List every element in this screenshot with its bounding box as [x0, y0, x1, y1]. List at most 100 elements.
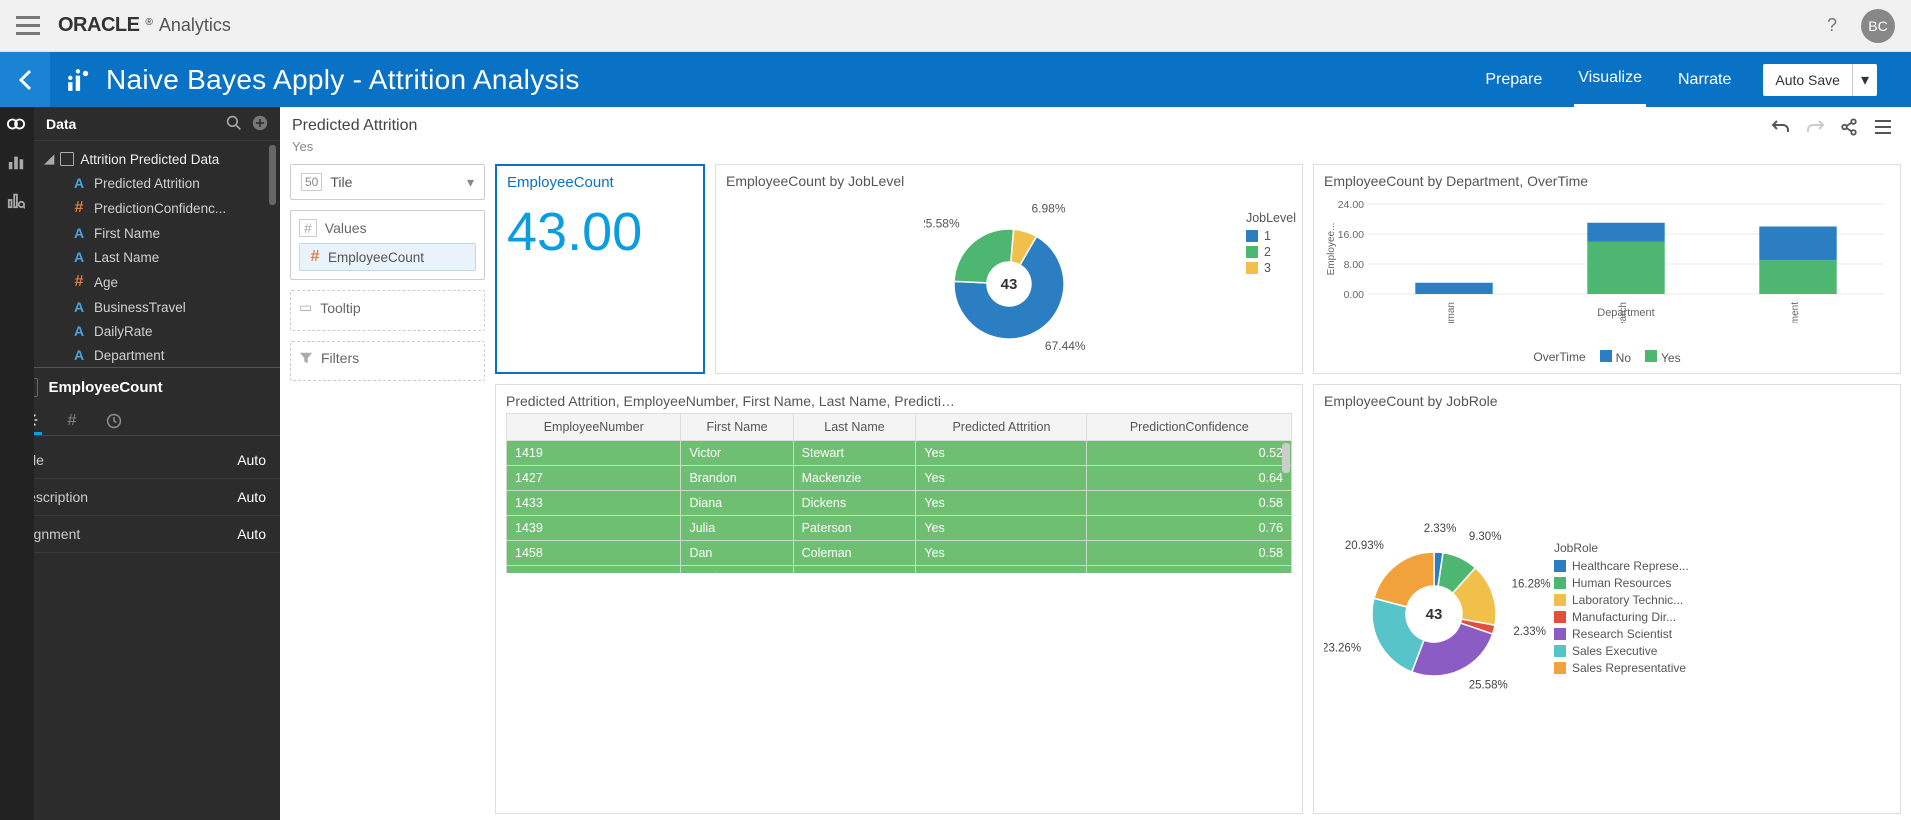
- workbook-icon: [66, 67, 92, 93]
- viz-type-icon: 50: [301, 173, 322, 191]
- legend-item: Research Scientist: [1554, 627, 1689, 641]
- menu-icon[interactable]: [16, 16, 40, 36]
- field-item[interactable]: ABusinessTravel: [44, 295, 280, 319]
- property-row[interactable]: TitleAuto: [10, 442, 280, 479]
- viz-donut-joblevel[interactable]: EmployeeCount by JobLevel 4367.44%25.58%…: [715, 164, 1303, 374]
- left-panel: Data ◢ Attrition Predicted Data APredict…: [0, 107, 280, 820]
- svg-text:Department: Department: [1597, 307, 1654, 319]
- field-item[interactable]: APredicted Attrition: [44, 171, 280, 195]
- table-row[interactable]: 1427BrandonMackenzieYes0.64: [507, 466, 1292, 491]
- table-row[interactable]: 1419VictorStewartYes0.52: [507, 441, 1292, 466]
- donut-jobrole-chart: 432.33%9.30%16.28%2.33%25.58%23.26%20.93…: [1324, 514, 1554, 704]
- dataset-label: Attrition Predicted Data: [80, 152, 219, 167]
- svg-text:16.00: 16.00: [1338, 229, 1364, 241]
- field-type-icon: #: [72, 199, 86, 217]
- dataset-icon: [60, 152, 74, 166]
- tree-scrollbar[interactable]: [269, 145, 276, 205]
- autosave-button[interactable]: Auto Save ▾: [1763, 64, 1877, 96]
- svg-text:Employee...: Employee...: [1326, 223, 1337, 276]
- viz-donut-jobrole[interactable]: EmployeeCount by JobRole 432.33%9.30%16.…: [1313, 384, 1901, 814]
- prop-tab-number-icon[interactable]: #: [60, 407, 84, 435]
- table-row[interactable]: 1433DianaDickensYes0.58: [507, 491, 1292, 516]
- table-row[interactable]: 1487AustinRossYes0.87: [507, 566, 1292, 574]
- table-cell: 1439: [507, 516, 681, 541]
- tab-visualize[interactable]: Visualize: [1574, 52, 1646, 107]
- table-cell: 0.58: [1087, 491, 1292, 516]
- tab-prepare[interactable]: Prepare: [1481, 52, 1546, 107]
- field-item[interactable]: A Department: [44, 343, 280, 367]
- legend-item: Manufacturing Dir...: [1554, 610, 1689, 624]
- table-cell: 0.87: [1087, 566, 1292, 574]
- field-type-icon: #: [72, 273, 86, 291]
- table-row[interactable]: 1458DanColemanYes0.58: [507, 541, 1292, 566]
- values-chip-label: EmployeeCount: [328, 250, 424, 265]
- help-icon[interactable]: ?: [1821, 15, 1843, 37]
- viz-bar-dept[interactable]: EmployeeCount by Department, OverTime 0.…: [1313, 164, 1901, 374]
- chevron-down-icon: ▾: [467, 174, 474, 191]
- svg-text:0.00: 0.00: [1344, 289, 1365, 301]
- donut-jobrole-legend: JobRoleHealthcare Represe...Human Resour…: [1554, 541, 1689, 678]
- field-item[interactable]: #PredictionConfidenc...: [44, 195, 280, 221]
- field-type-icon: A: [72, 347, 86, 363]
- svg-text:67.44%: 67.44%: [1045, 339, 1086, 353]
- properties-section: 50 EmployeeCount # TitleAutoDescriptionA…: [0, 367, 280, 553]
- table-cell: Julia: [681, 516, 793, 541]
- prop-tab-date-icon[interactable]: [102, 407, 126, 435]
- avatar[interactable]: BC: [1861, 9, 1895, 43]
- table-cell: 1433: [507, 491, 681, 516]
- field-label: Department: [94, 348, 165, 363]
- app-header: ORACLE® Analytics ? BC: [0, 0, 1911, 52]
- brand-logo: ORACLE® Analytics: [58, 14, 231, 37]
- field-item[interactable]: ADailyRate: [44, 319, 280, 343]
- field-item[interactable]: #Age: [44, 269, 280, 295]
- autosave-dropdown-icon[interactable]: ▾: [1852, 64, 1877, 96]
- viz-config-panel: 50 Tile ▾ #Values # EmployeeCount ▭ Toolt…: [290, 164, 485, 814]
- field-item[interactable]: AFirst Name: [44, 221, 280, 245]
- rail-data-icon[interactable]: [7, 115, 27, 135]
- field-label: Last Name: [94, 250, 159, 265]
- tooltip-label: Tooltip: [320, 300, 360, 316]
- back-button[interactable]: [0, 52, 50, 107]
- tab-narrate[interactable]: Narrate: [1674, 52, 1735, 107]
- property-row[interactable]: AlignmentAuto: [10, 516, 280, 553]
- brand-main: ORACLE: [58, 14, 139, 37]
- dataset-node[interactable]: ◢ Attrition Predicted Data: [44, 147, 280, 171]
- table-scrollbar[interactable]: [1282, 443, 1290, 473]
- svg-text:20.93%: 20.93%: [1345, 540, 1384, 552]
- bar-dept-legend: OverTimeNoYes: [1324, 350, 1890, 365]
- table-cell: Yes: [916, 516, 1087, 541]
- field-type-icon: A: [72, 299, 86, 315]
- field-item[interactable]: ALast Name: [44, 245, 280, 269]
- tooltip-icon: ▭: [299, 299, 312, 316]
- data-table: EmployeeNumberFirst NameLast NamePredict…: [506, 413, 1292, 573]
- table-cell: 1419: [507, 441, 681, 466]
- add-icon[interactable]: [252, 115, 270, 133]
- values-chip[interactable]: # EmployeeCount: [299, 243, 476, 271]
- properties-title: EmployeeCount: [48, 379, 162, 396]
- viz-type-selector[interactable]: 50 Tile ▾: [290, 164, 485, 200]
- table-cell: Mackenzie: [793, 466, 916, 491]
- values-dropzone[interactable]: #Values # EmployeeCount: [290, 210, 485, 280]
- search-icon[interactable]: [226, 115, 244, 133]
- table-cell: Paterson: [793, 516, 916, 541]
- svg-text:43: 43: [1426, 606, 1443, 623]
- undo-icon[interactable]: [1771, 117, 1791, 137]
- brand-sub: Analytics: [159, 15, 231, 36]
- svg-text:43: 43: [1001, 276, 1018, 293]
- filters-dropzone[interactable]: Filters: [290, 341, 485, 381]
- workbook-title: Naive Bayes Apply - Attrition Analysis: [106, 64, 580, 96]
- tooltip-dropzone[interactable]: ▭ Tooltip: [290, 290, 485, 331]
- field-type-icon: A: [72, 175, 86, 191]
- table-cell: Yes: [916, 491, 1087, 516]
- title-bar: Naive Bayes Apply - Attrition Analysis P…: [0, 52, 1911, 107]
- table-row[interactable]: 1439JuliaPatersonYes0.76: [507, 516, 1292, 541]
- viz-tile[interactable]: EmployeeCount 43.00: [495, 164, 705, 374]
- property-row[interactable]: DescriptionAuto: [10, 479, 280, 516]
- table-cell: 0.76: [1087, 516, 1292, 541]
- viz-table[interactable]: Predicted Attrition, EmployeeNumber, Fir…: [495, 384, 1303, 814]
- filter-title: Predicted Attrition: [292, 117, 1771, 135]
- canvas-menu-icon[interactable]: [1873, 117, 1893, 137]
- field-label: First Name: [94, 226, 160, 241]
- data-section-label: Data: [46, 116, 218, 132]
- share-icon[interactable]: [1839, 117, 1859, 137]
